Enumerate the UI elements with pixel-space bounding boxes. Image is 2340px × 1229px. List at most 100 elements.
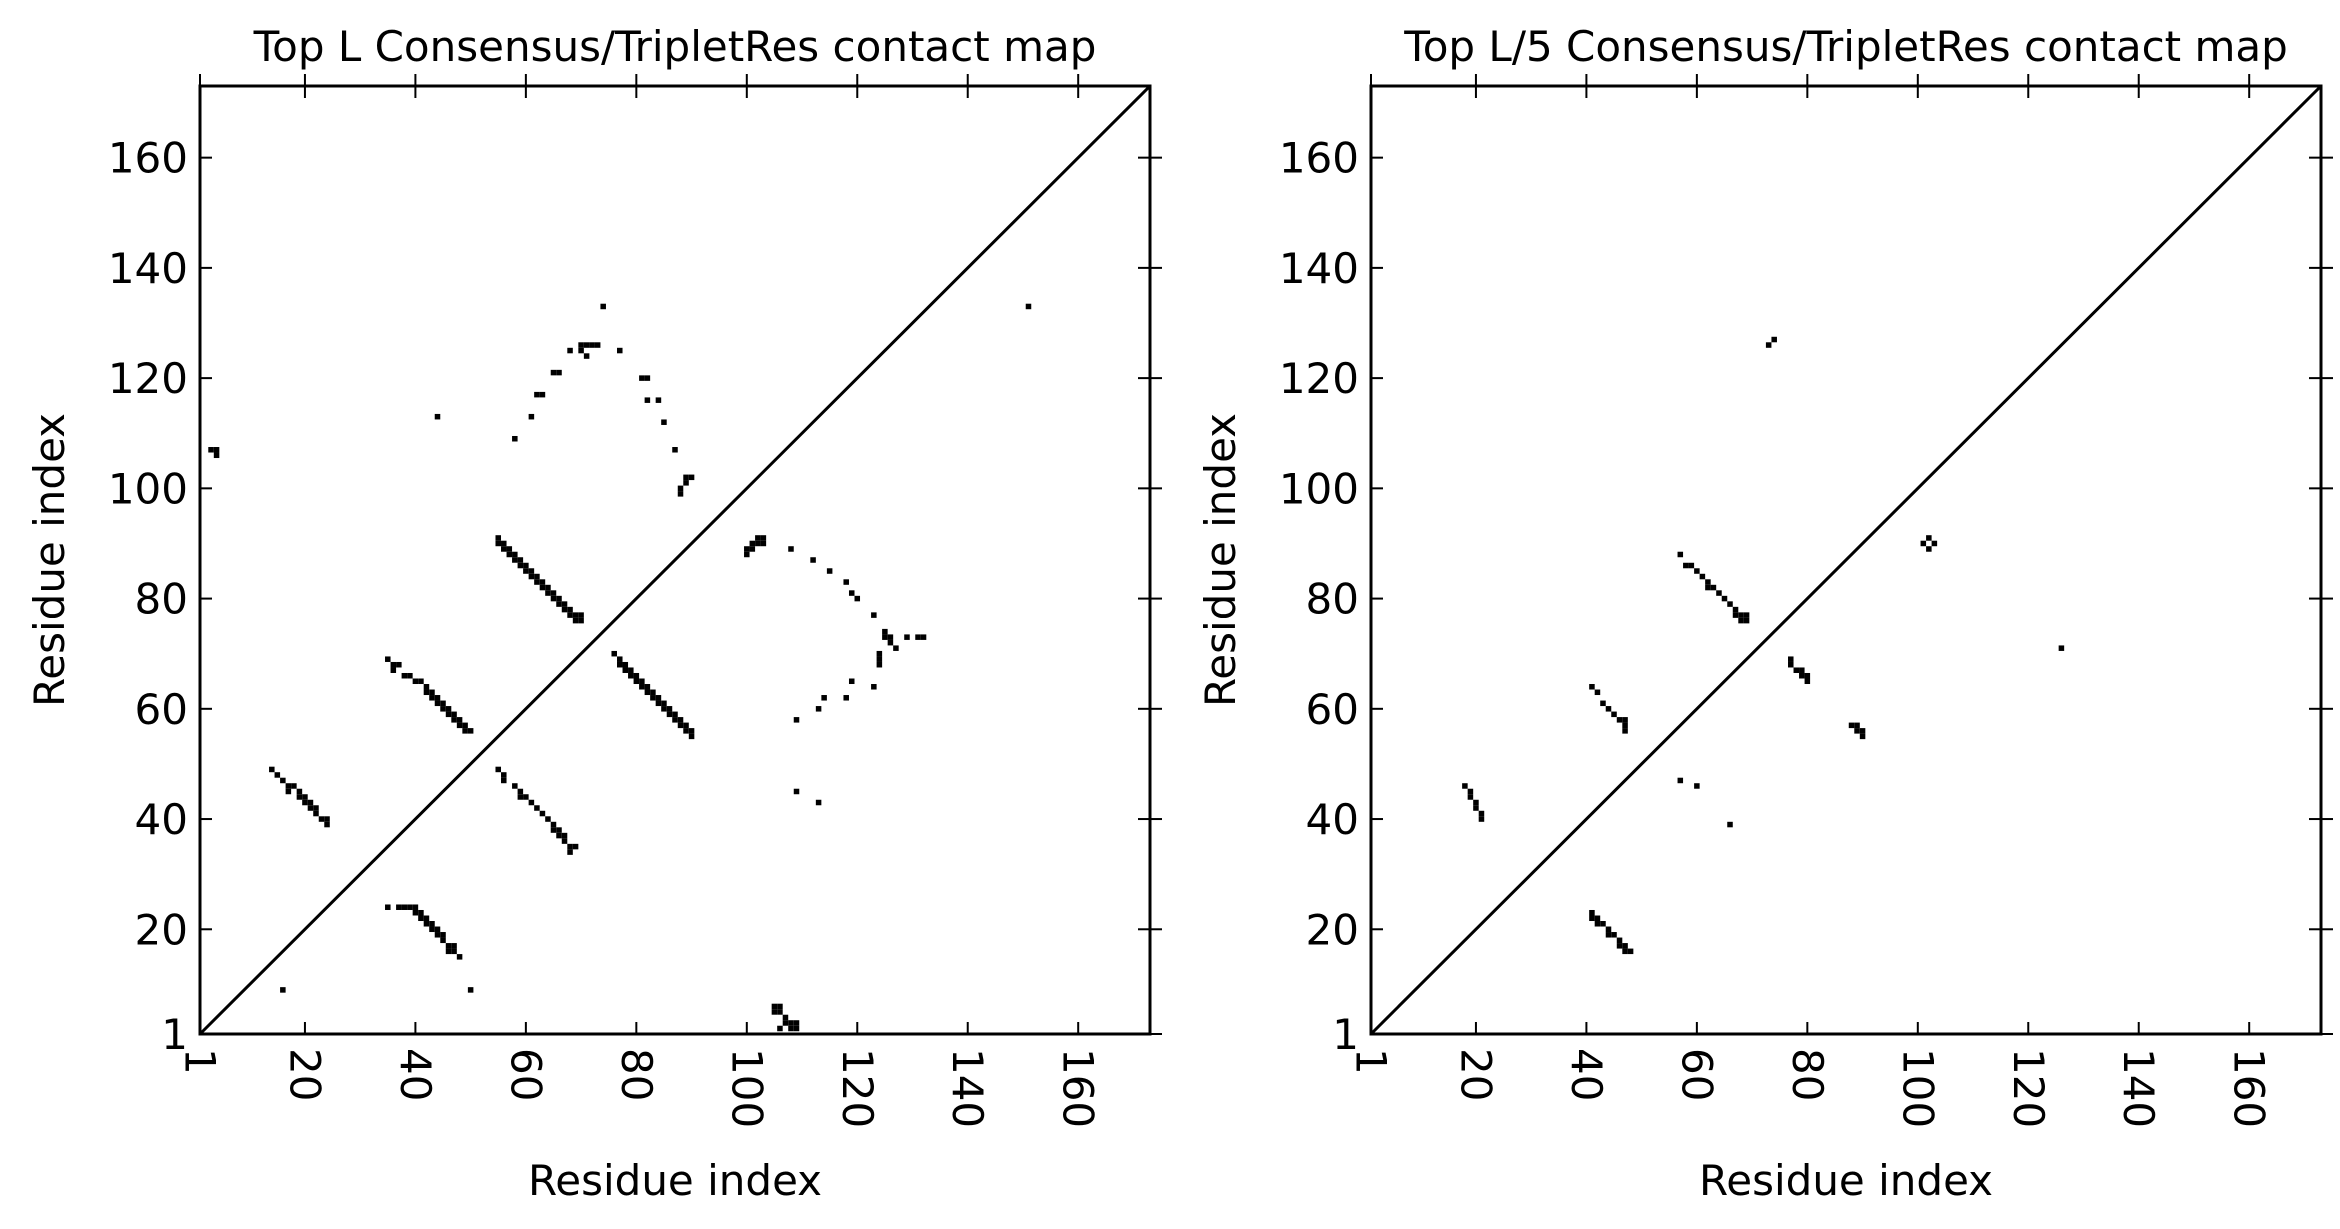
contact-point <box>291 783 297 789</box>
contact-point <box>617 656 623 662</box>
y-tick-label: 160 <box>1279 134 1359 183</box>
contact-point <box>1799 672 1805 679</box>
contact-point <box>440 700 446 707</box>
contact-point <box>672 447 678 453</box>
contact-point <box>617 661 623 668</box>
contact-point <box>1788 656 1794 662</box>
contact-point <box>396 904 402 910</box>
contact-point <box>749 546 756 552</box>
contact-point <box>793 788 800 795</box>
x-tick-label: 140 <box>2114 1048 2163 1128</box>
contact-point <box>561 832 568 839</box>
y-tick-label: 160 <box>108 134 188 183</box>
contact-point <box>1589 909 1595 916</box>
x-tick-label: 160 <box>2225 1048 2274 1128</box>
y-tick-label: 120 <box>1279 354 1359 403</box>
contact-point <box>920 634 927 640</box>
y-tick-label: 20 <box>1306 905 1359 954</box>
contact-point <box>1025 303 1032 310</box>
contact-point <box>639 678 645 685</box>
contact-point <box>1705 579 1711 585</box>
contact-point <box>434 700 441 707</box>
contact-point <box>893 645 899 651</box>
contact-point <box>434 926 441 933</box>
contact-point <box>208 447 214 453</box>
plot-area: 1 20 40 60 80 100 120 140 1601204060801001201401… <box>1279 74 2333 1128</box>
contact-point <box>440 932 446 938</box>
contact-point <box>324 816 330 822</box>
contact-point <box>401 904 408 910</box>
contact-point <box>456 954 463 960</box>
contact-point <box>561 601 568 607</box>
contact-point <box>755 535 761 541</box>
contact-point <box>1611 932 1617 938</box>
x-tick-label: 140 <box>943 1048 992 1128</box>
contact-point <box>755 540 761 547</box>
x-tick-label: 80 <box>1783 1048 1832 1101</box>
contact-point <box>578 347 584 354</box>
contact-point <box>539 579 546 585</box>
contact-point <box>528 413 535 420</box>
x-tick-label: 100 <box>722 1048 771 1128</box>
contact-point <box>777 1025 783 1032</box>
contact-point <box>771 1003 778 1010</box>
contact-point <box>451 711 457 718</box>
contact-point <box>848 678 855 685</box>
contact-point <box>545 816 551 822</box>
contact-point <box>550 595 557 602</box>
contact-point <box>539 810 546 817</box>
contact-point <box>296 794 303 800</box>
contact-point <box>672 717 678 723</box>
contact-point <box>1732 612 1739 618</box>
contact-point <box>517 557 524 563</box>
contact-point <box>1616 717 1623 723</box>
x-tick-label: 40 <box>1562 1048 1611 1101</box>
contact-point <box>887 634 894 640</box>
contact-point <box>318 816 325 822</box>
contact-point <box>622 661 629 668</box>
contact-point <box>423 684 430 690</box>
contact-point <box>296 788 303 795</box>
contact-point <box>688 733 695 740</box>
contact-point <box>1710 584 1717 591</box>
contact-point <box>440 706 446 712</box>
contact-point <box>556 832 562 839</box>
contact-point <box>550 821 557 828</box>
contact-point <box>1462 783 1468 789</box>
contact-point <box>639 375 645 381</box>
contact-point <box>628 667 634 673</box>
contact-point <box>1859 728 1866 734</box>
contact-point <box>429 695 435 701</box>
contact-point <box>1743 612 1750 618</box>
chart-panel-top-l: Top L Consensus/TripletRes contact map R… <box>25 22 1162 1205</box>
contact-point <box>506 546 513 552</box>
y-tick-label: 140 <box>1279 244 1359 293</box>
contact-point <box>644 689 651 696</box>
contact-point <box>1600 700 1606 707</box>
contact-point <box>1848 722 1855 729</box>
contact-point <box>644 684 651 690</box>
contact-point <box>274 772 281 778</box>
contact-point <box>589 342 595 348</box>
diagonal-line <box>198 84 1152 1036</box>
contact-point <box>854 595 861 602</box>
x-tick-label: 20 <box>1451 1048 1500 1101</box>
x-tick-label: 120 <box>2004 1048 2053 1128</box>
x-tick-label: 60 <box>1672 1048 1721 1101</box>
contact-point <box>423 689 430 696</box>
contact-point <box>429 926 435 933</box>
contact-point <box>534 391 540 398</box>
contact-point <box>882 628 888 635</box>
contact-point <box>1738 617 1744 624</box>
contact-point <box>677 722 684 729</box>
contact-point <box>434 413 441 420</box>
contact-point <box>848 590 855 596</box>
y-tick-label: 1 <box>161 1010 188 1059</box>
contact-point <box>302 799 308 806</box>
contact-point <box>655 397 662 403</box>
contact-point <box>429 921 435 927</box>
contact-point <box>550 590 557 596</box>
contact-point <box>871 612 877 618</box>
contact-point <box>302 794 308 800</box>
contact-point <box>324 821 330 828</box>
